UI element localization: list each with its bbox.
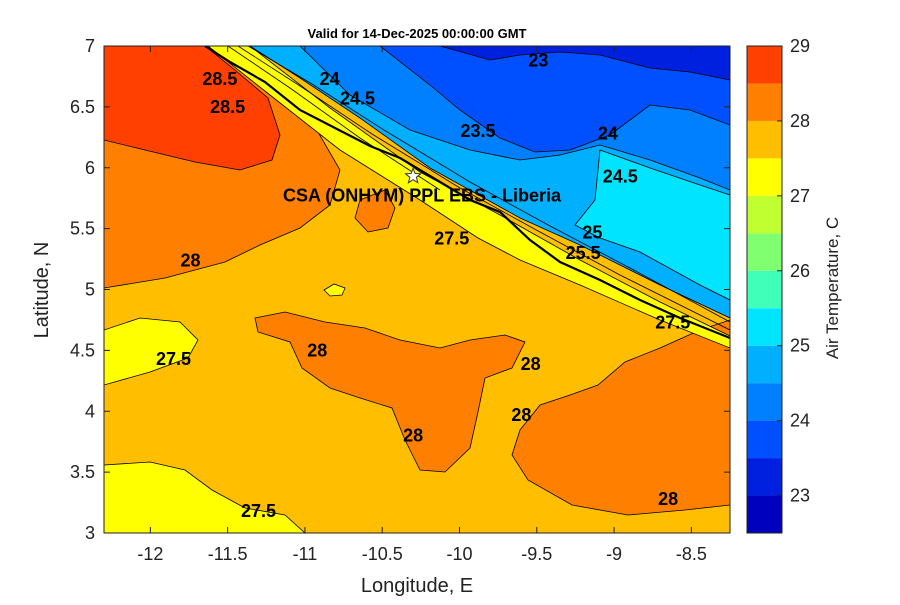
colorbar-swatch — [747, 383, 782, 421]
band-28-28.5-northwest — [104, 46, 281, 171]
y-tick-label: 6 — [85, 158, 95, 178]
station-star-icon — [404, 166, 423, 184]
band-27-27.5-coast — [207, 46, 730, 349]
colorbar-swatch — [747, 270, 782, 309]
colorbar-tick-label: 25 — [790, 336, 810, 356]
x-tick-label: -10.5 — [362, 544, 403, 564]
contour-label: 25 — [582, 222, 602, 242]
band-27-27.5-small-blob — [323, 283, 346, 297]
y-tick-label: 6.5 — [70, 97, 95, 117]
band-27.5-28-southeast — [511, 319, 730, 516]
coast-gradient-stripes — [227, 46, 730, 331]
x-tick-label: -9 — [606, 544, 622, 564]
colorbar-swatch — [747, 308, 782, 346]
contour-label: 28 — [307, 340, 327, 360]
colorbar-frame — [746, 45, 783, 534]
colorbar-swatch — [747, 233, 782, 271]
x-tick-label: -8.5 — [676, 544, 707, 564]
colorbar-swatch — [747, 420, 782, 459]
y-tick-label: 4.5 — [70, 340, 95, 360]
band-27.5-28-central — [254, 311, 526, 473]
contour-label: 27.5 — [655, 312, 690, 332]
contour-label: 23.5 — [461, 121, 496, 141]
x-tick-label: -11.5 — [208, 544, 248, 564]
colorbar-swatch — [747, 345, 782, 384]
colorbar-label: Air Temperature, C — [823, 217, 842, 359]
colorbar-tick-label: 23 — [790, 486, 810, 506]
station-label: CSA (ONHYM) PPL EBS - Liberia — [283, 185, 562, 205]
colorbar-tick-label: 27 — [790, 186, 810, 206]
y-tick-label: 4 — [85, 401, 95, 421]
contour-label: 27.5 — [434, 228, 469, 248]
colorbar-swatch — [747, 458, 782, 496]
y-tick-label: 3 — [85, 523, 95, 543]
colorbar-tick-label: 26 — [790, 261, 810, 281]
contour-label: 28 — [403, 426, 423, 446]
contour-label: 24.5 — [603, 166, 638, 186]
contour-label: 27.5 — [156, 349, 191, 369]
contour-label: 24.5 — [340, 88, 375, 108]
band-27-27.5-southwest — [104, 461, 306, 533]
contour-label: 25.5 — [566, 243, 601, 263]
colorbar-swatch — [747, 195, 782, 234]
contour-label: 23 — [528, 51, 548, 71]
x-tick-label: -10 — [446, 544, 472, 564]
x-tick-label: -12 — [137, 544, 163, 564]
y-tick-label: 3.5 — [70, 462, 95, 482]
map-title: Valid for 14-Dec-2025 00:00:00 GMT — [308, 26, 527, 41]
contour-label: 27.5 — [241, 501, 276, 521]
band-24.5-25 — [574, 149, 730, 301]
contour-label: 28 — [511, 405, 531, 425]
colorbar: 23 24 25 26 27 28 29 — [746, 36, 810, 534]
contour-label: 28.5 — [210, 97, 245, 117]
colorbar-swatch — [747, 83, 782, 121]
colorbar-swatch — [747, 46, 782, 84]
band-23-23.5 — [439, 46, 730, 81]
x-tick-label: -9.5 — [521, 544, 552, 564]
contour-label: 24 — [598, 124, 618, 144]
contour-label: 28 — [521, 354, 541, 374]
x-tick-label: -11 — [293, 544, 318, 564]
x-axis-label: Longitude, E — [361, 575, 473, 597]
coastline — [204, 46, 730, 340]
band-27.5-28-blob — [354, 189, 396, 233]
y-tick-label: 5.5 — [70, 219, 95, 239]
filled-contours — [104, 46, 730, 533]
station-marker-group: CSA (ONHYM) PPL EBS - Liberia — [283, 166, 562, 205]
contour-label: 28.5 — [202, 69, 237, 89]
y-tick-label: 5 — [85, 280, 95, 300]
colorbar-tick-label: 24 — [790, 411, 810, 431]
contour-label: 28 — [658, 489, 678, 509]
colorbar-tick-label: 28 — [790, 111, 810, 131]
colorbar-swatch — [747, 120, 782, 159]
contour-label: 28 — [181, 250, 201, 270]
colorbar-swatch — [747, 495, 782, 533]
y-axis-ticks: 3 3.5 4 4.5 5 5.5 6 6.5 7 — [70, 36, 730, 543]
y-tick-label: 7 — [85, 36, 95, 56]
colorbar-swatch — [747, 158, 782, 196]
colorbar-tick-label: 29 — [790, 36, 810, 56]
band-27-27.5-west — [104, 317, 199, 386]
x-axis-ticks: -12 -11.5 -11 -10.5 -10 -9.5 -9 -8.5 — [137, 46, 707, 564]
band-23.5-24 — [379, 46, 730, 153]
contour-label: 24 — [320, 69, 340, 89]
y-axis-label: Latitude, N — [31, 242, 53, 339]
